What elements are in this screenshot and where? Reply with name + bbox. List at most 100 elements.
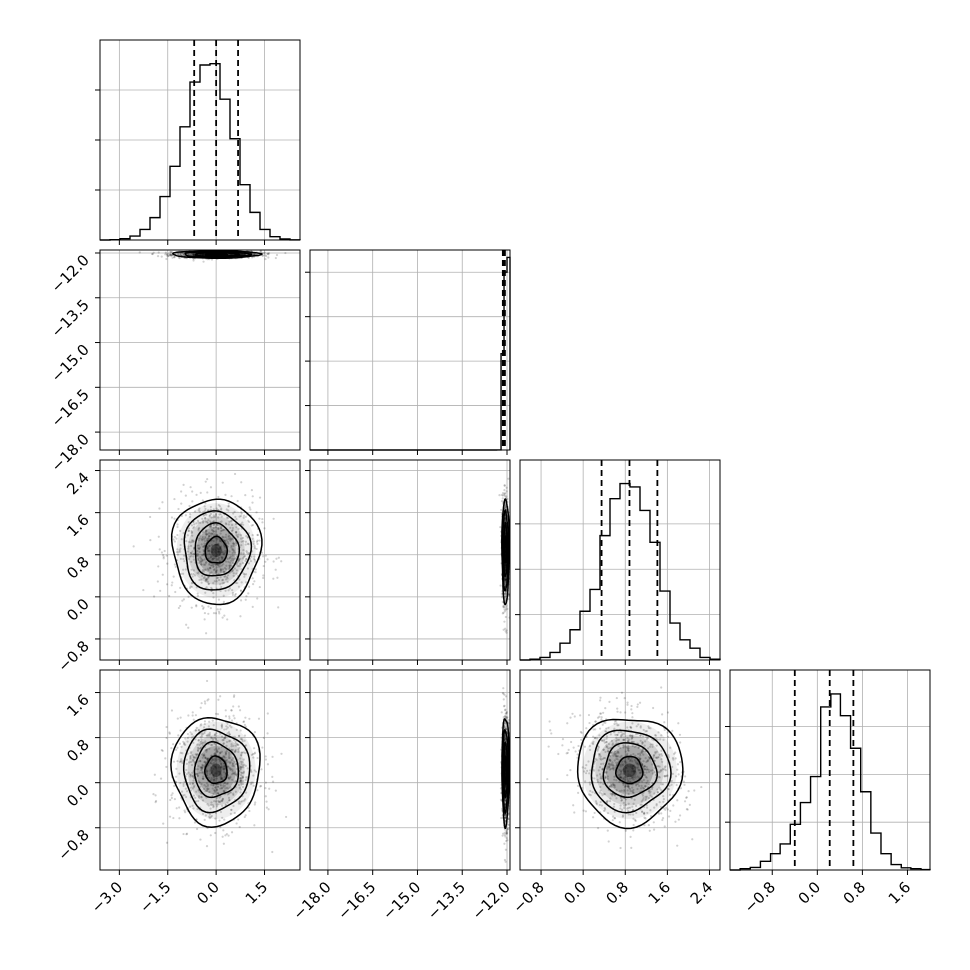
sample-point xyxy=(627,747,630,750)
sample-point xyxy=(226,577,229,580)
sample-point xyxy=(214,525,217,529)
sample-point xyxy=(253,547,257,550)
sample-point xyxy=(629,813,632,816)
sample-point xyxy=(201,812,205,816)
sample-point xyxy=(209,512,213,516)
sample-point xyxy=(214,743,218,747)
sample-point xyxy=(213,765,216,768)
sample-point xyxy=(610,739,614,743)
sample-point xyxy=(652,828,656,831)
sample-point xyxy=(219,546,222,549)
sample-point xyxy=(196,774,200,777)
sample-point xyxy=(207,532,210,535)
sample-point xyxy=(216,543,219,546)
sample-point xyxy=(501,492,505,495)
sample-point xyxy=(197,788,200,792)
sample-point xyxy=(171,581,174,584)
contour-line-2 xyxy=(182,728,251,814)
sample-point xyxy=(593,811,596,815)
sample-point xyxy=(215,538,218,541)
sample-point xyxy=(236,535,240,539)
sample-point xyxy=(249,769,253,772)
sample-point xyxy=(227,502,230,505)
sample-point xyxy=(244,764,247,768)
sample-point xyxy=(206,478,209,481)
sample-point xyxy=(614,753,617,756)
sample-point xyxy=(619,730,623,734)
sample-point xyxy=(217,610,221,613)
sample-point xyxy=(210,766,213,769)
sample-point xyxy=(214,766,217,769)
sample-point xyxy=(197,729,201,732)
sample-point xyxy=(503,519,507,522)
sample-point xyxy=(210,555,213,559)
sample-point xyxy=(203,611,207,615)
sample-point xyxy=(202,577,205,580)
sample-point xyxy=(219,695,222,698)
sample-point xyxy=(235,530,238,534)
sample-point xyxy=(232,793,235,797)
sample-point xyxy=(157,251,160,254)
sample-point xyxy=(239,800,243,803)
sample-point xyxy=(208,813,212,816)
sample-point xyxy=(214,831,217,835)
density-panel-0-2 xyxy=(99,459,301,661)
sample-point xyxy=(504,578,507,581)
sample-point xyxy=(239,788,243,791)
sample-point xyxy=(621,733,624,737)
sample-point xyxy=(190,582,193,585)
sample-point xyxy=(182,532,185,535)
sample-point xyxy=(647,768,650,771)
sample-point xyxy=(212,792,215,795)
sample-point xyxy=(498,494,501,497)
sample-point xyxy=(221,558,224,561)
sample-point xyxy=(201,763,204,766)
sample-point xyxy=(199,838,202,841)
sample-point xyxy=(240,765,243,769)
sample-point xyxy=(132,545,135,548)
sample-point xyxy=(201,756,204,759)
sample-point xyxy=(237,533,240,536)
sample-point xyxy=(264,786,267,790)
sample-point xyxy=(264,257,267,261)
sample-point xyxy=(230,758,233,762)
sample-point xyxy=(507,823,510,827)
sample-point xyxy=(644,795,647,798)
sample-point xyxy=(602,748,605,752)
sample-point xyxy=(205,758,208,761)
sample-point xyxy=(219,568,223,571)
sample-point xyxy=(212,539,215,543)
sample-point xyxy=(200,563,203,566)
sample-point xyxy=(226,781,229,785)
sample-point xyxy=(214,786,217,789)
sample-point xyxy=(647,770,651,774)
sample-point xyxy=(654,756,658,759)
density-plot xyxy=(152,679,288,854)
sample-point xyxy=(191,490,194,493)
sample-point xyxy=(191,252,194,256)
sample-point xyxy=(242,539,245,543)
density-plot xyxy=(498,477,510,634)
sample-point xyxy=(209,761,212,764)
sample-point xyxy=(504,518,507,521)
sample-point xyxy=(232,792,235,795)
sample-point xyxy=(198,546,202,549)
sample-point xyxy=(196,768,199,771)
sample-point xyxy=(643,785,647,788)
sample-point xyxy=(236,743,239,746)
sample-point xyxy=(617,774,620,777)
sample-point xyxy=(217,550,220,553)
sample-point xyxy=(642,812,646,815)
sample-point xyxy=(201,742,204,745)
sample-point xyxy=(504,564,507,567)
sample-point xyxy=(237,557,240,561)
sample-point xyxy=(504,835,507,838)
sample-point xyxy=(199,559,202,563)
sample-point xyxy=(184,494,187,497)
sample-point xyxy=(252,774,255,777)
sample-point xyxy=(224,709,227,712)
sample-point xyxy=(221,568,224,571)
sample-point xyxy=(215,553,218,556)
sample-point xyxy=(239,802,242,805)
sample-point xyxy=(242,782,245,786)
